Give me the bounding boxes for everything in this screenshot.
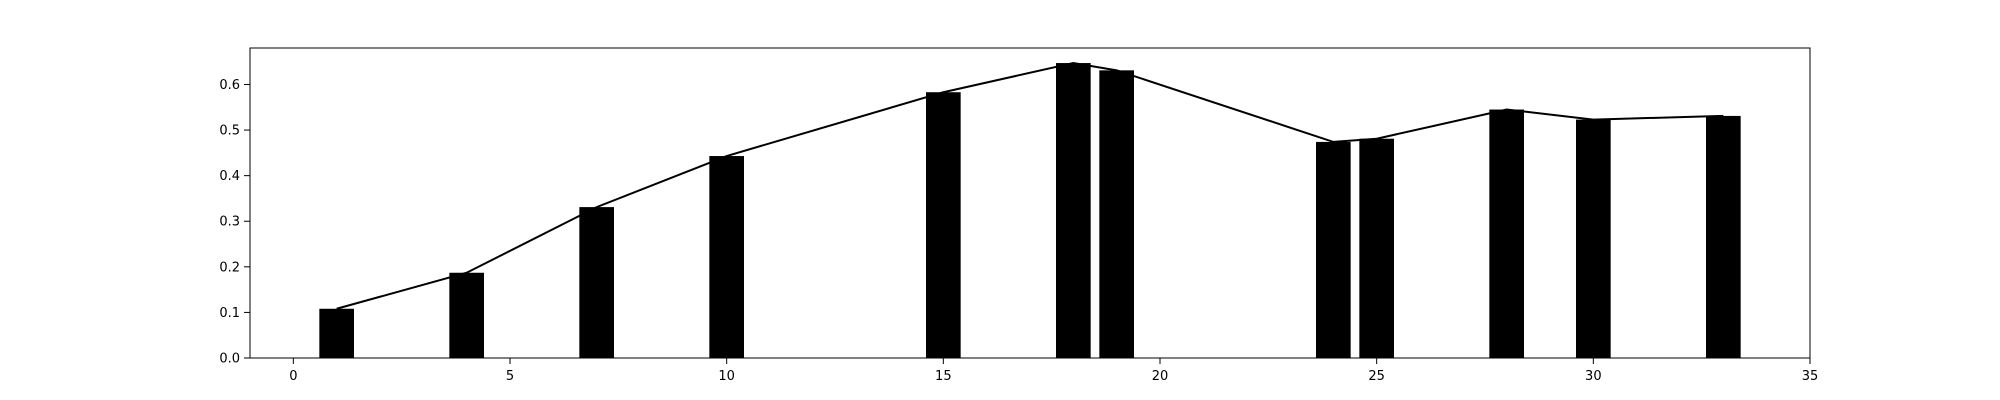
x-tick-label: 0 (289, 369, 297, 384)
bars-layer (319, 63, 1741, 359)
y-tick-label: 0.1 (219, 306, 240, 321)
x-tick-label: 25 (1368, 369, 1385, 384)
y-tick-label: 0.6 (219, 78, 240, 93)
bar-6 (1099, 70, 1134, 359)
bar-3 (709, 156, 744, 358)
axes-frame (249, 47, 1811, 359)
y-tick-label: 0.0 (219, 352, 240, 367)
bar-2 (579, 207, 614, 358)
y-tick-label: 0.4 (219, 169, 240, 184)
y-tick-label: 0.3 (219, 215, 240, 230)
bar-11 (1706, 115, 1741, 358)
x-axis-ticks: 0 5 10 15 20 25 30 35 (289, 358, 1818, 384)
x-tick-label: 15 (935, 369, 952, 384)
trend-line (336, 62, 1724, 310)
bar-1 (449, 272, 484, 358)
x-tick-label: 20 (1152, 369, 1169, 384)
bar-0 (319, 308, 354, 358)
bar-8 (1359, 138, 1394, 358)
y-tick-label: 0.2 (219, 260, 240, 275)
bar-9 (1489, 109, 1524, 358)
x-tick-label: 30 (1585, 369, 1602, 384)
x-tick-label: 10 (718, 369, 735, 384)
x-tick-label: 35 (1802, 369, 1819, 384)
x-tick-label: 5 (506, 369, 514, 384)
y-axis-ticks: 0.0 0.1 0.2 0.3 0.4 0.5 0.6 (219, 78, 250, 367)
bar-5 (1056, 63, 1091, 358)
bar-7 (1316, 141, 1351, 358)
bar-4 (926, 92, 961, 359)
y-tick-label: 0.5 (219, 124, 240, 139)
bar-10 (1576, 119, 1611, 358)
